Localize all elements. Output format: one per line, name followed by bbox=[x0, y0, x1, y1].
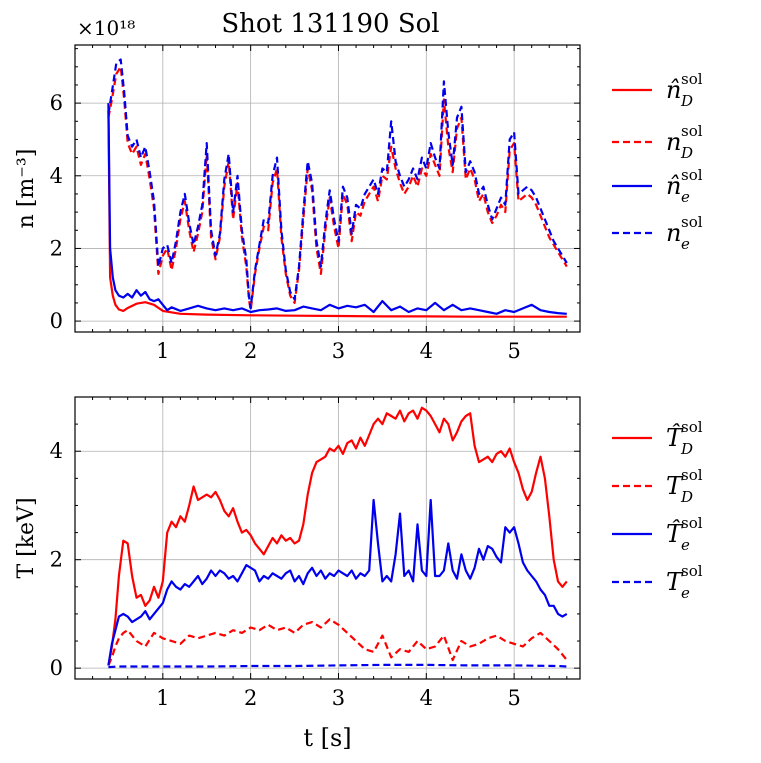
legend-superscript: sol bbox=[681, 213, 703, 231]
y-tick-label: 4 bbox=[50, 439, 63, 463]
legend-superscript: sol bbox=[681, 514, 703, 532]
y-axis-label: n [m⁻³] bbox=[14, 149, 39, 229]
legend-symbol: n bbox=[666, 219, 681, 247]
legend-subscript: D bbox=[680, 488, 693, 506]
x-tick-label: 2 bbox=[244, 339, 257, 363]
x-tick-label: 1 bbox=[156, 339, 169, 363]
x-tick-label: 5 bbox=[507, 686, 520, 710]
x-tick-label: 5 bbox=[507, 339, 520, 363]
legend-item: T̂e sol bbox=[612, 514, 703, 554]
legend-symbol: T̂ bbox=[666, 424, 684, 452]
legend-symbol: n̂ bbox=[666, 76, 681, 104]
legend-item: Te sol bbox=[612, 562, 703, 602]
x-tick-label: 4 bbox=[420, 686, 433, 710]
legend-superscript: sol bbox=[681, 166, 703, 184]
legend-symbol: n̂ bbox=[666, 172, 681, 200]
legend-symbol: T bbox=[666, 472, 684, 500]
y-tick-label: 0 bbox=[50, 656, 63, 680]
legend-superscript: sol bbox=[681, 70, 703, 88]
series-group bbox=[107, 406, 568, 669]
legend-symbol: T bbox=[666, 568, 684, 596]
y-tick-label: 2 bbox=[50, 236, 63, 260]
x-axis-label: t [s] bbox=[303, 724, 351, 752]
legend-subscript: e bbox=[681, 188, 690, 206]
y-tick-label: 2 bbox=[50, 548, 63, 572]
legend-subscript: e bbox=[681, 235, 690, 253]
legend-superscript: sol bbox=[681, 466, 703, 484]
legend-item: n e sol bbox=[612, 213, 703, 253]
legend-subscript: D bbox=[680, 92, 693, 110]
series-line-1 bbox=[107, 618, 568, 666]
legend-subscript: e bbox=[681, 536, 690, 554]
legend-subscript: e bbox=[681, 584, 690, 602]
axis-scale-label: ×10¹⁸ bbox=[77, 16, 135, 40]
x-tick-label: 1 bbox=[156, 686, 169, 710]
legend-subscript: D bbox=[680, 144, 693, 162]
axes-frame bbox=[74, 396, 581, 680]
chart-title: Shot 131190 Sol bbox=[221, 9, 439, 39]
legend-superscript: sol bbox=[681, 418, 703, 436]
series-line-2 bbox=[107, 103, 567, 315]
legend-item: n̂ e sol bbox=[612, 166, 703, 206]
y-tick-label: 4 bbox=[50, 164, 63, 188]
y-tick-label: 0 bbox=[50, 309, 63, 333]
series-line-3 bbox=[108, 663, 567, 669]
series-group bbox=[107, 58, 568, 318]
legend-superscript: sol bbox=[681, 562, 703, 580]
legend-subscript: D bbox=[680, 440, 693, 458]
x-tick-label: 4 bbox=[420, 339, 433, 363]
series-line-0 bbox=[107, 406, 568, 666]
y-axis-label: T [keV] bbox=[14, 497, 39, 578]
legend-superscript: sol bbox=[681, 122, 703, 140]
x-tick-label: 3 bbox=[332, 339, 345, 363]
y-tick-label: 6 bbox=[50, 91, 63, 115]
legend-symbol: n bbox=[666, 128, 681, 156]
axes-frame bbox=[74, 44, 581, 333]
legend-symbol: T̂ bbox=[666, 520, 684, 548]
series-line-2 bbox=[107, 498, 568, 666]
series-line-3 bbox=[107, 58, 568, 310]
x-tick-label: 2 bbox=[244, 686, 257, 710]
series-line-0 bbox=[107, 110, 567, 318]
x-tick-label: 3 bbox=[332, 686, 345, 710]
